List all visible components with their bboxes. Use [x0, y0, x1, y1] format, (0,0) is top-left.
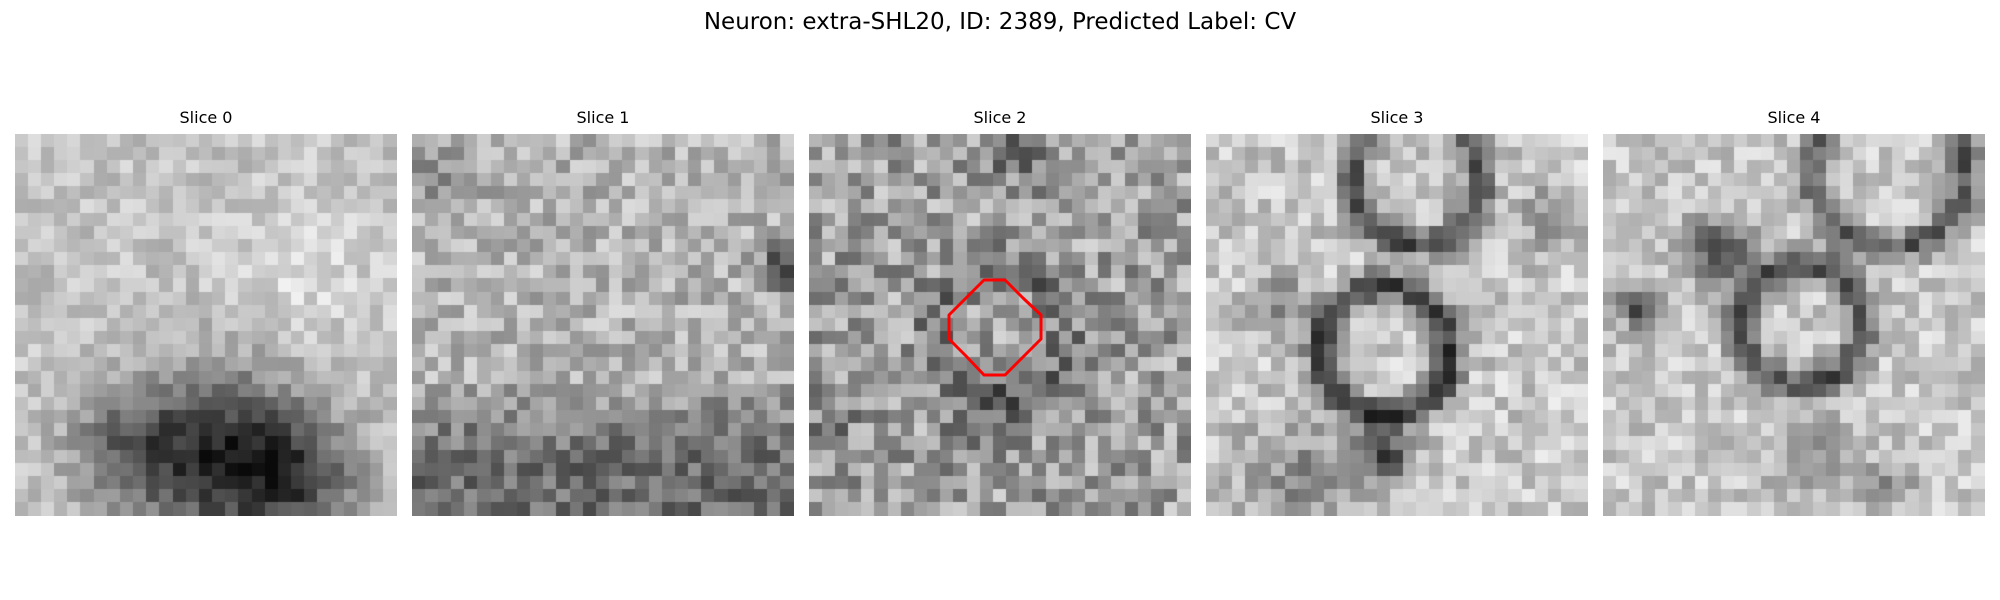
slice-image [809, 134, 1191, 516]
slice-image [15, 134, 397, 516]
slice-panel-3: Slice 3 [1206, 108, 1588, 516]
slice-image [412, 134, 794, 516]
slice-title: Slice 3 [1370, 108, 1424, 127]
slice-panel-0: Slice 0 [15, 108, 397, 516]
slice-title: Slice 1 [576, 108, 630, 127]
slice-image [1206, 134, 1588, 516]
figure-title: Neuron: extra-SHL20, ID: 2389, Predicted… [703, 9, 1297, 35]
slice-panel-2: Slice 2 [809, 108, 1191, 516]
slice-title: Slice 0 [179, 108, 233, 127]
slice-image [1603, 134, 1985, 516]
slice-title: Slice 2 [973, 108, 1027, 127]
slice-panel-1: Slice 1 [412, 108, 794, 516]
slice-title: Slice 4 [1767, 108, 1821, 127]
roi-octagon [947, 278, 1043, 377]
slice-panel-4: Slice 4 [1603, 108, 1985, 516]
roi-octagon-overlay [947, 278, 1043, 377]
